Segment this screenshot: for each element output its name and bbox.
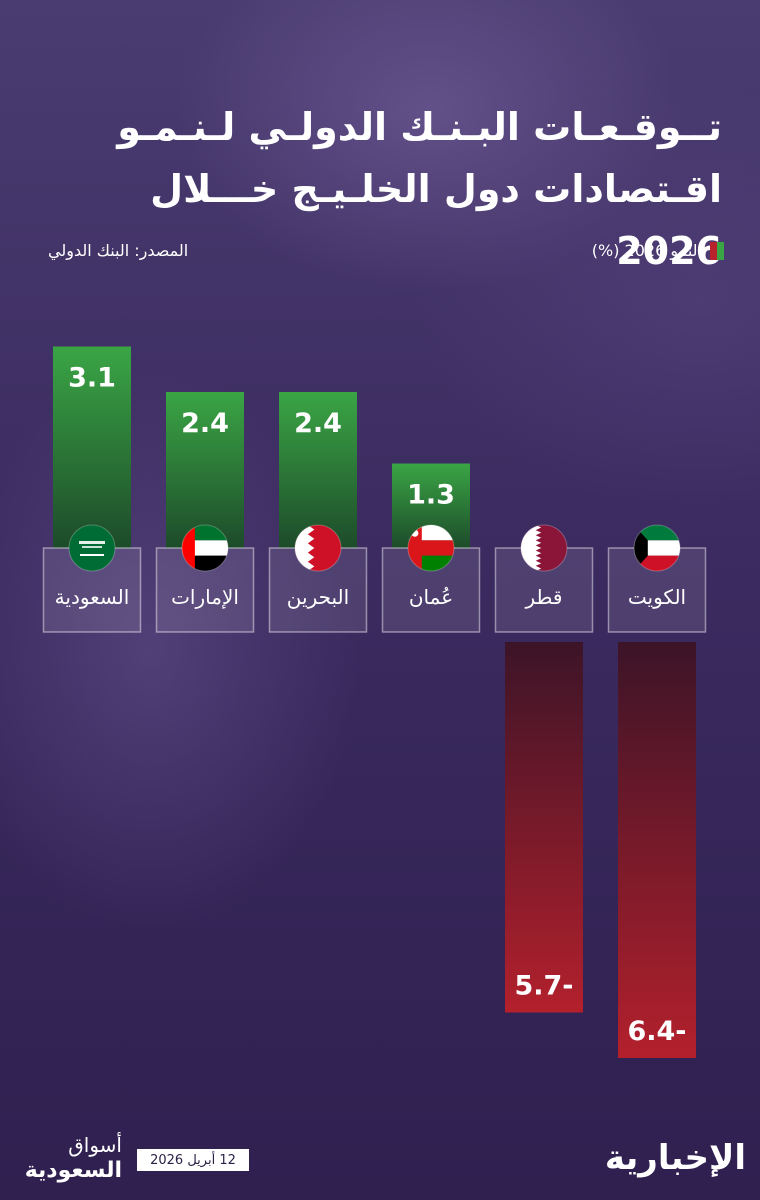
legend-swatch-icon: [710, 241, 724, 260]
bar-value-label: 2.4: [181, 408, 229, 439]
bar-value-label: 3.1: [68, 363, 116, 394]
bahrain-flag-icon: [295, 525, 341, 571]
bar-value-label: 5.7-: [514, 971, 573, 1002]
country-box: البحرين: [268, 524, 368, 633]
country-label: قطر: [524, 585, 562, 609]
bar-positive: [53, 346, 131, 548]
bar-positive: [279, 392, 357, 548]
legend: النمو 2026 (%): [592, 241, 724, 260]
bar-negative: [505, 642, 583, 1013]
country-box: قطر: [494, 524, 594, 633]
brand-left-line1: أسواق: [68, 1133, 122, 1157]
brand-logo-right: الإخبارية: [604, 1138, 746, 1178]
brand-logo-left: أسواق السعودية: [22, 1132, 122, 1184]
publish-date: 12 أبريل 2026: [137, 1149, 249, 1171]
bar-value-label: 6.4-: [627, 1016, 686, 1047]
qatar-flag-icon: [521, 525, 567, 571]
country-box: عُمان: [381, 524, 481, 633]
chart-title: تــوقـعـات البـنـك الدولـي لـنـمـو اقـتص…: [117, 105, 722, 273]
country-box: الإمارات: [155, 524, 255, 633]
country-label: البحرين: [287, 585, 349, 609]
bar-negative: [618, 642, 696, 1058]
saudi-flag-icon: [69, 525, 115, 571]
country-box: السعودية: [42, 524, 142, 633]
brand-left-line2: السعودية: [24, 1158, 122, 1183]
country-label: الإمارات: [171, 585, 239, 609]
source-note: المصدر: البنك الدولي: [48, 241, 189, 260]
country-label: الكويت: [628, 585, 686, 609]
bar-value-label: 2.4: [294, 408, 342, 439]
country-box: الكويت: [607, 524, 707, 633]
legend-label: النمو 2026 (%): [591, 241, 702, 260]
uae-flag-icon: [182, 525, 228, 571]
bar-positive: [166, 392, 244, 548]
bar-value-label: 1.3: [407, 480, 455, 511]
country-label: السعودية: [55, 585, 130, 609]
kuwait-flag-icon: [634, 525, 680, 571]
oman-flag-icon: [408, 525, 454, 571]
country-label: عُمان: [409, 585, 453, 609]
